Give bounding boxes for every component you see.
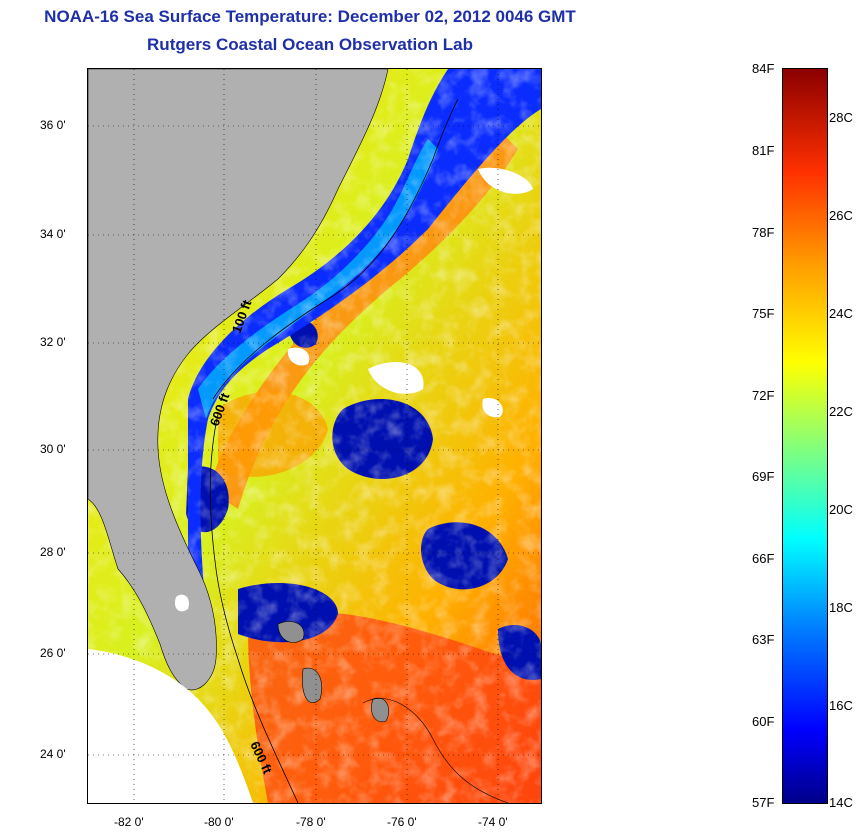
- colorbar-c-label: 28C: [829, 110, 853, 125]
- lon-label: -76 0': [387, 815, 417, 829]
- colorbar-c-label: 22C: [829, 404, 853, 419]
- lat-label: 36 0': [40, 118, 66, 132]
- sst-map-canvas: 100 ft 600 ft 600 ft: [88, 69, 541, 803]
- land-bahamas: [277, 621, 305, 643]
- colorbar-c-label: 14C: [829, 795, 853, 810]
- colorbar-c-label: 20C: [829, 502, 853, 517]
- land-bahamas: [302, 667, 323, 704]
- sst-map[interactable]: 100 ft 600 ft 600 ft: [87, 68, 542, 804]
- cloud-patch: [482, 398, 503, 418]
- colorbar-c-label: 26C: [829, 208, 853, 223]
- map-subtitle: Rutgers Coastal Ocean Observation Lab: [147, 35, 473, 54]
- colorbar-c-label: 24C: [829, 306, 853, 321]
- lon-label: -78 0': [296, 815, 326, 829]
- no-data-region: [88, 649, 253, 803]
- map-title: NOAA-16 Sea Surface Temperature: Decembe…: [44, 7, 576, 26]
- cloud-patch: [368, 361, 424, 394]
- colorbar-f-label: 75F: [752, 306, 775, 321]
- lat-label: 34 0': [40, 227, 66, 241]
- colorbar-f-label: 84F: [752, 61, 775, 76]
- graticule: [88, 69, 541, 803]
- lat-label: 24 0': [40, 747, 66, 761]
- cloud-patch: [287, 347, 310, 366]
- colorbar-f-label: 69F: [752, 469, 775, 484]
- isobath-contour: [362, 698, 509, 803]
- lat-label: 30 0': [40, 442, 66, 456]
- isobath-contour: [209, 413, 299, 803]
- land-bahamas: [371, 697, 390, 723]
- colorbar-f-label: 78F: [752, 225, 775, 240]
- lon-label: -74 0': [478, 815, 508, 829]
- cloud-patch: [478, 167, 533, 194]
- colorbar-f-label: 72F: [752, 388, 775, 403]
- land-lake: [174, 594, 189, 612]
- lon-label: -80 0': [204, 815, 234, 829]
- colorbar-f-label: 60F: [752, 714, 775, 729]
- colorbar-c-label: 18C: [829, 600, 853, 615]
- colorbar-c-label: 16C: [829, 698, 853, 713]
- lat-label: 32 0': [40, 335, 66, 349]
- isobath-contour: [212, 98, 459, 400]
- lon-label: -82 0': [114, 815, 144, 829]
- land-mainland: [88, 69, 389, 691]
- temperature-colorbar: [782, 68, 828, 804]
- lat-label: 26 0': [40, 646, 66, 660]
- colorbar-f-label: 63F: [752, 632, 775, 647]
- colorbar-f-label: 66F: [752, 551, 775, 566]
- lat-label: 28 0': [40, 545, 66, 559]
- colorbar-f-label: 57F: [752, 795, 775, 810]
- colorbar-f-label: 81F: [752, 143, 775, 158]
